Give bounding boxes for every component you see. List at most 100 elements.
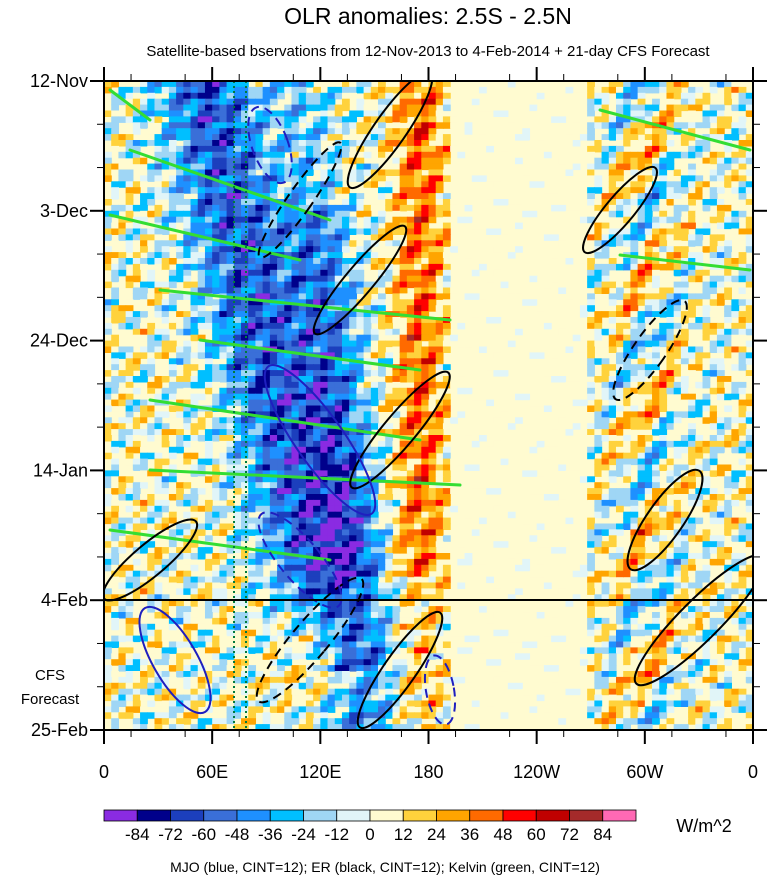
heatmap-cell: [608, 547, 617, 554]
heatmap-cell: [644, 216, 653, 224]
heatmap-cell: [118, 322, 127, 330]
heatmap-cell: [673, 240, 682, 247]
heatmap-cell: [615, 140, 624, 147]
heatmap-cell: [219, 222, 228, 230]
heatmap-cell: [349, 311, 357, 318]
heatmap-cell: [212, 311, 220, 318]
heatmap-cell: [680, 405, 689, 412]
heatmap-cell: [414, 476, 422, 483]
heatmap-cell: [709, 505, 718, 513]
heatmap-cell: [507, 293, 516, 300]
heatmap-cell: [154, 175, 163, 182]
heatmap-cell: [414, 328, 422, 336]
heatmap-cell: [168, 482, 177, 489]
heatmap-cell: [673, 535, 682, 542]
heatmap-cell: [291, 210, 300, 218]
heatmap-cell: [341, 387, 350, 395]
heatmap-cell: [356, 169, 365, 176]
heatmap-cell: [248, 128, 257, 135]
heatmap-cell: [111, 458, 120, 466]
heatmap-cell: [414, 275, 422, 283]
heatmap-cell: [716, 464, 725, 471]
heatmap-cell: [233, 464, 242, 471]
heatmap-cell: [320, 494, 329, 501]
heatmap-cell: [291, 511, 300, 519]
heatmap-cell: [154, 517, 163, 525]
heatmap-cell: [262, 116, 271, 123]
heatmap-cell: [716, 222, 725, 230]
heatmap-cell: [652, 204, 660, 212]
heatmap-cell: [197, 140, 206, 147]
heatmap-cell: [716, 387, 725, 395]
heatmap-cell: [341, 523, 350, 530]
heatmap-cell: [536, 488, 545, 495]
heatmap-cell: [233, 322, 242, 330]
heatmap-cell: [623, 317, 632, 324]
heatmap-cell: [291, 258, 300, 265]
heatmap-cell: [248, 305, 257, 312]
heatmap-cell: [140, 411, 148, 418]
heatmap-cell: [558, 376, 567, 383]
heatmap-cell: [277, 464, 285, 471]
heatmap-cell: [406, 482, 415, 489]
heatmap-cell: [320, 216, 329, 224]
heatmap-cell: [298, 222, 307, 230]
heatmap-cell: [255, 458, 264, 466]
heatmap-cell: [716, 376, 725, 383]
heatmap-cell: [219, 128, 228, 135]
heatmap-cell: [399, 252, 408, 259]
heatmap-cell: [291, 529, 300, 536]
heatmap-cell: [262, 417, 271, 424]
heatmap-cell: [262, 511, 271, 519]
heatmap-cell: [161, 482, 170, 489]
heatmap-cell: [291, 216, 300, 224]
heatmap-cell: [428, 505, 437, 513]
heatmap-cell: [291, 499, 300, 507]
heatmap-cell: [378, 535, 386, 542]
heatmap-cell: [630, 417, 639, 424]
heatmap-cell: [363, 464, 372, 471]
heatmap-cell: [161, 81, 170, 88]
heatmap-cell: [132, 293, 141, 300]
heatmap-cell: [529, 104, 538, 112]
heatmap-cell: [226, 370, 235, 377]
heatmap-cell: [615, 98, 624, 106]
heatmap-cell: [154, 311, 163, 318]
heatmap-cell: [695, 275, 704, 283]
heatmap-cell: [615, 340, 624, 348]
heatmap-cell: [652, 252, 660, 259]
heatmap-cell: [421, 381, 430, 389]
heatmap-cell: [248, 311, 257, 318]
heatmap-cell: [630, 122, 639, 129]
heatmap-cell: [615, 523, 624, 530]
heatmap-cell: [601, 145, 610, 153]
heatmap-cell: [248, 92, 257, 100]
heatmap-cell: [421, 476, 430, 483]
heatmap-cell: [457, 411, 466, 418]
heatmap-cell: [204, 317, 213, 324]
heatmap-cell: [738, 228, 747, 235]
heatmap-cell: [349, 482, 357, 489]
heatmap-cell: [277, 81, 285, 88]
heatmap-cell: [190, 399, 199, 407]
heatmap-cell: [738, 269, 747, 277]
heatmap-cell: [320, 464, 329, 471]
heatmap-cell: [327, 86, 336, 94]
heatmap-cell: [716, 346, 725, 353]
heatmap-cell: [233, 358, 242, 365]
heatmap-cell: [435, 411, 444, 418]
heatmap-cell: [392, 458, 401, 466]
heatmap-cell: [111, 505, 120, 513]
heatmap-cell: [731, 535, 740, 542]
heatmap-cell: [435, 328, 444, 336]
heatmap-cell: [594, 204, 603, 212]
heatmap-cell: [731, 128, 740, 135]
heatmap-cell: [219, 482, 228, 489]
heatmap-cell: [298, 435, 307, 442]
heatmap-cell: [666, 110, 675, 117]
heatmap-cell: [608, 204, 617, 212]
heatmap-cell: [248, 370, 257, 377]
heatmap-cell: [738, 346, 747, 353]
heatmap-cell: [637, 98, 646, 106]
heatmap-cell: [414, 446, 422, 454]
